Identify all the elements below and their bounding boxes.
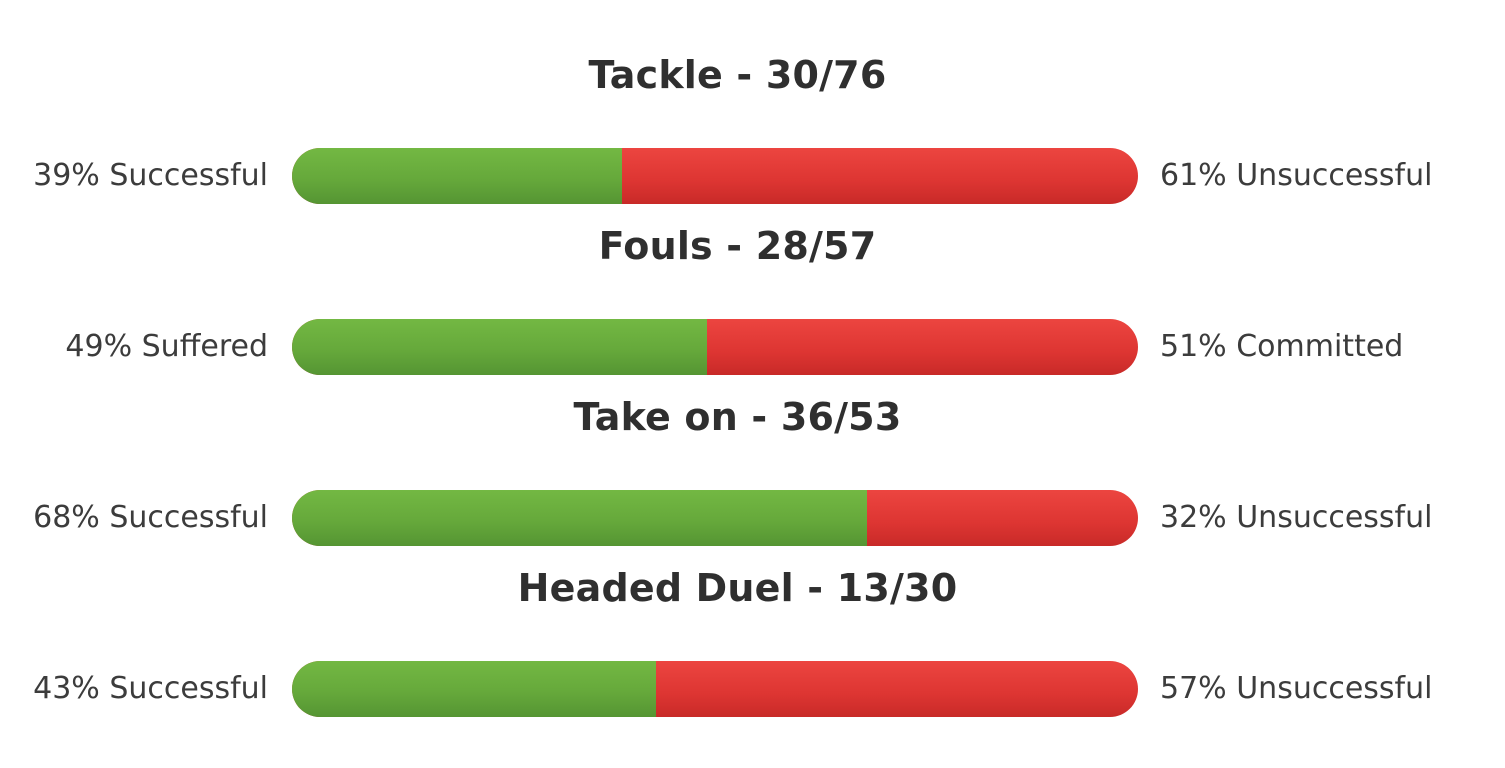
stat-row-tackle: Tackle - 30/76 39% Successful 61% Unsucc… <box>0 50 1505 204</box>
positive-label: 49% Suffered <box>65 329 268 364</box>
stat-bar <box>292 490 1138 546</box>
success-segment <box>292 661 656 717</box>
negative-label: 51% Committed <box>1160 329 1404 364</box>
stat-row-headed-duel: Headed Duel - 13/30 43% Successful 57% U… <box>0 563 1505 717</box>
negative-label: 61% Unsuccessful <box>1160 158 1433 193</box>
failure-segment <box>622 148 1138 204</box>
stat-bar <box>292 319 1138 375</box>
stat-row-fouls: Fouls - 28/57 49% Suffered 51% Committed <box>0 221 1505 375</box>
positive-label: 68% Successful <box>33 500 268 535</box>
stat-bar <box>292 661 1138 717</box>
stat-title: Headed Duel - 13/30 <box>517 566 958 610</box>
success-segment <box>292 490 868 546</box>
negative-label: 32% Unsuccessful <box>1160 500 1433 535</box>
success-segment <box>292 148 622 204</box>
positive-label: 43% Successful <box>33 671 268 706</box>
failure-segment <box>867 490 1138 546</box>
stat-title: Fouls - 28/57 <box>598 224 877 268</box>
stat-row-take-on: Take on - 36/53 68% Successful 32% Unsuc… <box>0 392 1505 546</box>
failure-segment <box>656 661 1138 717</box>
failure-segment <box>707 319 1138 375</box>
stat-title: Tackle - 30/76 <box>588 53 887 97</box>
success-segment <box>292 319 707 375</box>
stat-bar <box>292 148 1138 204</box>
negative-label: 57% Unsuccessful <box>1160 671 1433 706</box>
positive-label: 39% Successful <box>33 158 268 193</box>
stat-title: Take on - 36/53 <box>573 395 902 439</box>
